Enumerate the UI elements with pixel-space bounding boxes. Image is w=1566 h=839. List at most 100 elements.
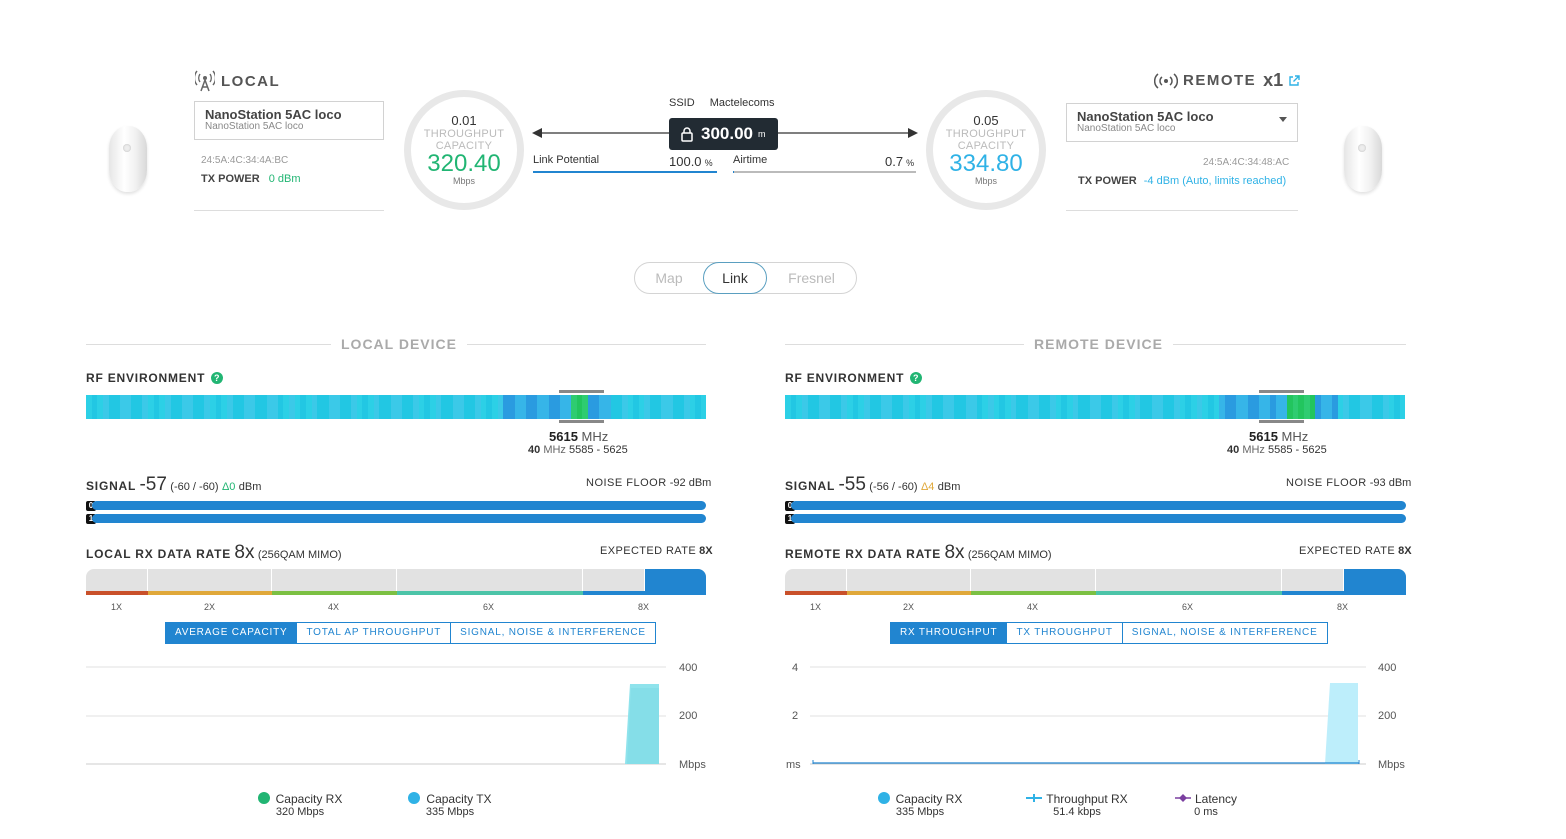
legend-value: 335 Mbps (425, 806, 475, 818)
rf-spectrum-cell (616, 395, 622, 419)
rf-spectrum-cell (689, 395, 696, 419)
tab-total-ap-throughput[interactable]: TOTAL AP THROUGHPUT (297, 623, 452, 643)
rf-spectrum-cell (1377, 395, 1383, 419)
local-legend-capacity-rx: Capacity RX 320 Mbps (250, 792, 350, 818)
rf-spectrum-cell (232, 395, 239, 419)
tab-signal-noise-interference[interactable]: SIGNAL, NOISE & INTERFERENCE (1131, 627, 1318, 638)
rf-spectrum-cell (801, 395, 808, 419)
local-device-section-title: LOCAL DEVICE (331, 336, 467, 352)
remote-tx-power-label: TX POWER (1078, 175, 1137, 187)
rf-spectrum-cell (993, 395, 1000, 419)
rf-spectrum-cell (153, 395, 160, 419)
rf-spectrum-cell (1083, 395, 1090, 419)
rf-spectrum-cell (227, 395, 233, 419)
local-rf-label: RF ENVIRONMENT? (86, 371, 224, 385)
local-signal-unit: dBm (238, 481, 262, 493)
external-link-icon[interactable] (1288, 74, 1300, 87)
tab-tx-throughput[interactable]: TX THROUGHPUT (1007, 623, 1123, 643)
remote-signal: SIGNAL -55 (-56 / -60) Δ4 dBm (785, 474, 960, 496)
rf-spectrum-cell (1112, 395, 1118, 419)
wireless-signal-icon (1154, 72, 1178, 89)
rf-spectrum-cell (181, 395, 188, 419)
rf-spectrum-cell (339, 395, 346, 419)
rf-spectrum-cell (1303, 395, 1310, 419)
rf-spectrum-cell (390, 395, 397, 419)
rf-spectrum-cell (1264, 395, 1271, 419)
rf-spectrum-cell (1343, 395, 1350, 419)
remote-rate-tick-6x: 6X (1182, 602, 1194, 612)
tab-rx-throughput[interactable]: RX THROUGHPUT (891, 623, 1008, 643)
rf-spectrum-cell (785, 395, 791, 419)
rf-spectrum-cell (1309, 395, 1316, 419)
rf-spectrum-cell (215, 395, 222, 419)
rf-spectrum-cell (610, 395, 617, 419)
rf-spectrum-cell (1230, 395, 1237, 419)
remote-signal-bar-0 (791, 501, 1406, 510)
local-rate-tick-6x: 6X (483, 602, 495, 612)
local-signal-value: -57 (139, 474, 167, 495)
tab-signal-noise-interference[interactable]: SIGNAL, NOISE & INTERFERENCE (460, 627, 646, 638)
rf-spectrum-cell (1157, 395, 1163, 419)
remote-signal-chains: (-56 / -60) (869, 481, 918, 493)
rf-spectrum-cell (593, 395, 600, 419)
rf-spectrum-cell (1326, 395, 1333, 419)
rf-spectrum-cell (875, 395, 881, 419)
rf-spectrum-cell (959, 395, 966, 419)
local-heading: LOCAL (195, 70, 280, 92)
rf-spectrum-cell (1010, 395, 1017, 419)
rf-spectrum-cell (119, 395, 126, 419)
rf-spectrum-cell (1106, 395, 1113, 419)
rf-spectrum-cell (1095, 395, 1101, 419)
rf-spectrum-cell (435, 395, 442, 419)
local-rx-rate-label: LOCAL RX DATA RATE (86, 547, 232, 561)
rf-spectrum-cell (666, 395, 673, 419)
rf-spectrum-cell (548, 395, 555, 419)
remote-capacity-gauge: 0.05 THROUGHPUT CAPACITY 334.80 Mbps (926, 90, 1046, 210)
rf-spectrum-cell (1236, 395, 1242, 419)
remote-tx-power-value: -4 dBm (Auto, limits reached) (1143, 175, 1287, 187)
remote-capacity-value: 334.80 (949, 150, 1023, 177)
local-device-select[interactable]: NanoStation 5AC loco NanoStation 5AC loc… (194, 101, 384, 140)
tab-average-capacity[interactable]: AVERAGE CAPACITY (166, 623, 298, 643)
line-marker-icon (1026, 794, 1043, 802)
remote-channel-range: 5585 - 5625 (1267, 444, 1327, 456)
rf-spectrum-cell (463, 395, 470, 419)
local-y-tick-200: 200 (679, 710, 698, 722)
remote-y-tick-400: 400 (1378, 662, 1397, 674)
remote-rate-scale (785, 591, 1406, 595)
local-throughput: 0.01 (451, 113, 477, 128)
remote-rx-rate-value: 8x (944, 542, 965, 563)
rf-spectrum-cell (97, 395, 103, 419)
rf-spectrum-cell (142, 395, 149, 419)
tab-link[interactable]: Link (703, 262, 767, 294)
rf-spectrum-cell (926, 395, 932, 419)
rf-spectrum-cell (198, 395, 205, 419)
rf-spectrum-cell (1151, 395, 1158, 419)
rf-spectrum-cell (187, 395, 194, 419)
rf-spectrum-cell (159, 395, 165, 419)
rf-spectrum-cell (559, 395, 566, 419)
rf-spectrum-cell (379, 395, 385, 419)
local-capacity-label: CAPACITY (435, 140, 493, 152)
ssid-value: Mactelecoms (709, 97, 775, 109)
airtime-value: 0.7 (885, 154, 904, 169)
rf-spectrum-cell (1382, 395, 1389, 419)
help-icon[interactable]: ? (910, 372, 923, 384)
remote-freq-unit: MHz (1281, 429, 1309, 444)
rf-spectrum-cell (835, 395, 842, 419)
tab-fresnel[interactable]: Fresnel (788, 270, 835, 286)
rf-spectrum-cell (1050, 395, 1056, 419)
rf-spectrum-cell (1292, 395, 1299, 419)
rf-spectrum-cell (334, 395, 340, 419)
rf-spectrum-cell (796, 395, 802, 419)
local-divider (194, 210, 384, 211)
remote-chain-0: 0 (785, 501, 795, 511)
rf-spectrum-cell (1117, 395, 1124, 419)
help-icon[interactable]: ? (211, 372, 224, 384)
remote-device-select[interactable]: NanoStation 5AC loco NanoStation 5AC loc… (1066, 103, 1298, 142)
rf-spectrum-cell (458, 395, 464, 419)
rf-spectrum-cell (892, 395, 898, 419)
tab-map[interactable]: Map (655, 270, 683, 286)
rf-spectrum-cell (1298, 395, 1304, 419)
rf-spectrum-cell (176, 395, 182, 419)
